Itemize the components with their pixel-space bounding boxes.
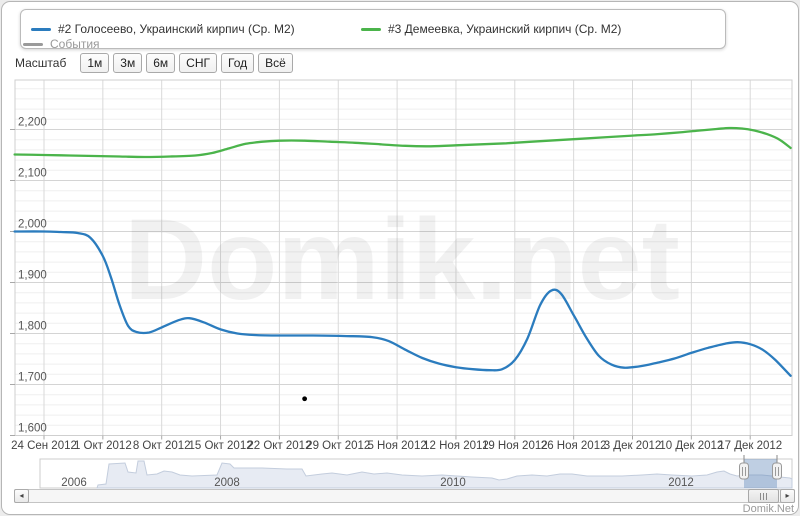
branding-watermark: Domik.Net [742,503,794,515]
navigator-handle-right[interactable] [772,462,782,480]
zoom-button-Год[interactable]: Год [221,53,255,73]
x-axis-label: 29 Окт 2012 [306,440,370,452]
y-axis-label: 1,800 [18,321,47,333]
legend-item-demeevka[interactable]: #3 Демеевка, Украинский кирпич (Ср. М2) [361,22,621,36]
legend-label: #3 Демеевка, Украинский кирпич (Ср. М2) [388,22,622,36]
x-axis-label: 3 Дек 2012 [604,440,662,452]
zoom-toolbar: Масштаб 1м 3м 6м СНГ Год Всё [15,52,297,74]
scrollbar-left-arrow-icon[interactable]: ◂ [14,489,29,503]
scrollbar-right-arrow-icon[interactable]: ▸ [780,489,795,503]
x-axis-label: 1 Окт 2012 [74,440,132,452]
series-line-1 [13,126,792,159]
x-axis-label: 8 Окт 2012 [133,440,191,452]
x-axis-label: 5 Ноя 2012 [367,440,426,452]
zoom-button-3м[interactable]: 3м [113,53,143,73]
zoom-button-1м[interactable]: 1м [80,53,110,73]
y-axis-label: 1,600 [18,423,47,435]
x-axis-label: 15 Окт 2012 [188,440,252,452]
navigator-year-label: 2012 [668,477,694,489]
series-dash-icon [361,27,381,31]
legend-item-goloseevo[interactable]: #2 Голосеево, Украинский кирпич (Ср. М2) [31,22,295,36]
legend-label: #2 Голосеево, Украинский кирпич (Ср. М2) [58,22,295,36]
y-axis-label: 1,900 [18,270,47,282]
zoom-toolbar-label: Масштаб [15,56,67,70]
x-axis-label: 26 Ноя 2012 [541,440,607,452]
zoom-button-Всё[interactable]: Всё [258,53,293,73]
series-dash-icon [23,42,43,46]
zoom-button-СНГ[interactable]: СНГ [179,53,217,73]
y-axis-label: 2,000 [18,219,47,231]
zoom-button-6м[interactable]: 6м [146,53,176,73]
y-axis-label: 1,700 [18,372,47,384]
series-line-0 [13,230,792,377]
navigator-area[interactable] [96,460,793,489]
domik-watermark: Domik.net [124,196,680,324]
series-dash-icon [31,27,51,31]
legend-label: События [50,37,100,51]
x-axis-label: 19 Ноя 2012 [482,440,548,452]
scrollbar-track[interactable] [14,489,795,503]
navigator-selection[interactable] [744,459,777,488]
x-axis-label: 24 Сен 2012 [11,440,77,452]
legend: #2 Голосеево, Украинский кирпич (Ср. М2)… [20,9,726,51]
navigator-year-label: 2010 [440,477,466,489]
scrollbar-thumb[interactable] [748,489,779,503]
x-axis-label: 22 Окт 2012 [247,440,311,452]
navigator-year-label: 2006 [61,477,87,489]
event-marker-dot[interactable] [302,396,308,402]
x-axis-label: 10 Дек 2012 [659,440,723,452]
navigator-handle-left[interactable] [739,462,749,480]
y-axis-label: 2,100 [18,168,47,180]
legend-item-events[interactable]: События [23,37,100,51]
y-axis-label: 2,200 [18,117,47,129]
navigator-year-label: 2008 [214,477,240,489]
x-axis-label: 12 Ноя 2012 [423,440,489,452]
x-axis-label: 17 Дек 2012 [718,440,782,452]
